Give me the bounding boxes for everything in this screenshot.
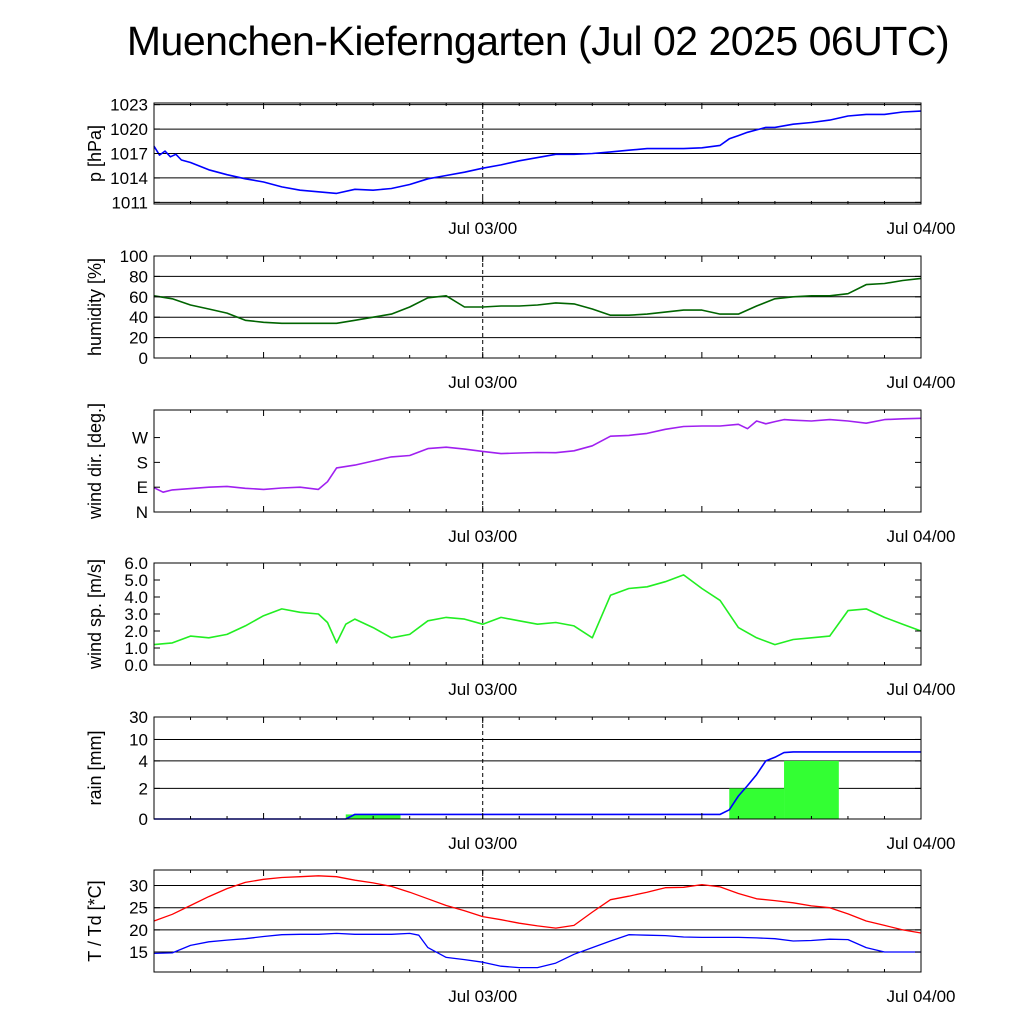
y-tick-label-humidity-5: 100 xyxy=(120,247,148,266)
x-tick-label-pressure-0: Jul 03/00 xyxy=(448,219,517,238)
series-line-temperature-dewpoint-1 xyxy=(153,932,921,969)
y-tick-label-wind-speed-4: 4.0 xyxy=(124,588,148,607)
series-line-temperature-dewpoint-0 xyxy=(153,875,922,934)
panel-pressure: 1011 1014 1017 1020 1023 p [hPa] Jul 03/00 Jul … xyxy=(85,96,956,238)
x-tick-label-humidity-0: Jul 03/00 xyxy=(448,373,517,392)
y-tick-label-humidity-3: 60 xyxy=(129,288,148,307)
x-tick-label-wind-speed-0: Jul 03/00 xyxy=(448,680,517,699)
series-line-humidity-0 xyxy=(153,277,922,325)
y-tick-label-humidity-2: 40 xyxy=(129,308,148,327)
x-tick-label-temperature-dewpoint-1: Jul 04/00 xyxy=(887,987,956,1006)
y-tick-label-temperature-dewpoint-1: 20 xyxy=(129,921,148,940)
y-tick-label-wind-direction-1: E xyxy=(137,478,148,497)
x-tick-label-wind-speed-1: Jul 04/00 xyxy=(887,680,956,699)
plot-frame-wind-direction xyxy=(153,409,922,513)
y-tick-label-humidity-4: 80 xyxy=(129,267,148,286)
panel-wind-speed: 0.01.02.03.04.05.06.0 wind sp. [m/s] Jul 0… xyxy=(85,554,956,699)
x-tick-label-rain-1: Jul 04/00 xyxy=(887,834,956,853)
series-line-pressure-0 xyxy=(153,110,922,195)
y-tick-label-temperature-dewpoint-2: 25 xyxy=(129,899,148,918)
x-tick-label-wind-direction-1: Jul 04/00 xyxy=(887,527,956,546)
y-axis-label-wind-direction: wind dir. [deg.] xyxy=(85,403,105,520)
y-tick-label-pressure-0: 1011 xyxy=(111,193,148,212)
plot-frame-temperature-dewpoint xyxy=(153,869,922,973)
rain-bar-2 xyxy=(784,760,839,819)
plot-frame-humidity xyxy=(153,255,922,359)
y-tick-label-wind-speed-5: 5.0 xyxy=(124,571,148,590)
y-axis-label-pressure: p [hPa] xyxy=(85,125,105,182)
series-line-rain-0 xyxy=(154,751,921,820)
y-tick-label-wind-speed-6: 6.0 xyxy=(124,554,148,573)
y-tick-label-humidity-1: 20 xyxy=(129,329,148,348)
y-tick-label-wind-direction-0: N xyxy=(136,503,148,522)
x-tick-label-temperature-dewpoint-0: Jul 03/00 xyxy=(448,987,517,1006)
y-tick-label-temperature-dewpoint-0: 15 xyxy=(129,943,148,962)
y-tick-label-pressure-4: 1023 xyxy=(110,96,148,115)
series-line-wind-speed-0 xyxy=(153,574,922,646)
y-axis-label-rain: rain [mm] xyxy=(85,730,105,805)
panel-temperature-dewpoint: 15 20 25 30 T / Td [*C] Jul 03/00 Jul 04/00 xyxy=(85,869,956,1006)
x-tick-label-rain-0: Jul 03/00 xyxy=(448,834,517,853)
x-tick-label-humidity-1: Jul 04/00 xyxy=(887,373,956,392)
y-tick-label-wind-speed-3: 3.0 xyxy=(124,605,148,624)
plot-frame-rain xyxy=(153,716,922,820)
chart-title: Muenchen-Kieferngarten (Jul 02 2025 06UT… xyxy=(126,18,950,64)
y-tick-label-rain-4: 30 xyxy=(129,708,148,727)
y-tick-label-wind-direction-2: S xyxy=(137,453,148,472)
y-tick-label-rain-1: 2 xyxy=(139,779,148,798)
y-tick-label-temperature-dewpoint-3: 30 xyxy=(129,877,148,896)
y-tick-label-wind-speed-0: 0.0 xyxy=(124,656,148,675)
rain-bar-1 xyxy=(729,788,785,819)
y-tick-label-rain-3: 10 xyxy=(129,730,148,749)
y-tick-label-rain-0: 0 xyxy=(139,810,148,829)
y-tick-label-wind-speed-2: 2.0 xyxy=(124,622,148,641)
y-tick-label-rain-2: 4 xyxy=(139,752,148,771)
y-tick-label-wind-speed-1: 1.0 xyxy=(124,639,148,658)
y-axis-label-temperature-dewpoint: T / Td [*C] xyxy=(85,880,105,961)
x-tick-label-wind-direction-0: Jul 03/00 xyxy=(448,527,517,546)
y-tick-label-humidity-0: 0 xyxy=(139,349,148,368)
y-tick-label-pressure-2: 1017 xyxy=(110,145,148,164)
y-tick-label-wind-direction-3: W xyxy=(132,429,148,448)
series-line-wind-direction-0 xyxy=(153,417,922,494)
x-tick-label-pressure-1: Jul 04/00 xyxy=(887,219,956,238)
y-axis-label-humidity: humidity [%] xyxy=(85,258,105,356)
y-axis-label-wind-speed: wind sp. [m/s] xyxy=(85,559,105,670)
y-tick-label-pressure-1: 1014 xyxy=(110,169,148,188)
panel-rain: 0 2 4 10 30 rain [mm] Jul 03/00 Jul 04/00 xyxy=(85,708,956,853)
y-tick-label-pressure-3: 1020 xyxy=(110,120,148,139)
